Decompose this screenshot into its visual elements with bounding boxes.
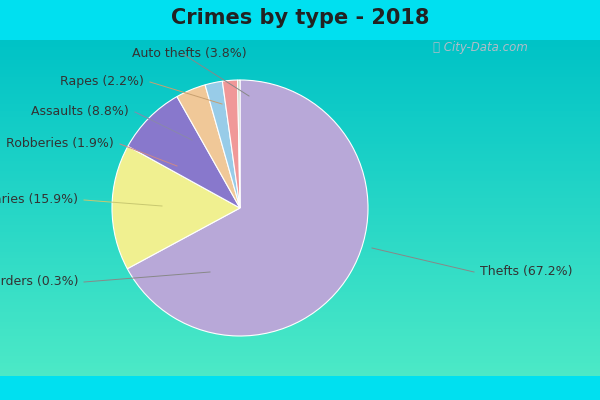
Text: Auto thefts (3.8%): Auto thefts (3.8%) <box>131 48 247 60</box>
Wedge shape <box>128 96 240 208</box>
Text: Robberies (1.9%): Robberies (1.9%) <box>6 138 114 150</box>
Text: Rapes (2.2%): Rapes (2.2%) <box>60 76 144 88</box>
Wedge shape <box>205 81 240 208</box>
Wedge shape <box>223 80 240 208</box>
Wedge shape <box>177 85 240 208</box>
Text: Murders (0.3%): Murders (0.3%) <box>0 276 78 288</box>
Text: Thefts (67.2%): Thefts (67.2%) <box>480 266 572 278</box>
Text: Crimes by type - 2018: Crimes by type - 2018 <box>171 8 429 28</box>
Wedge shape <box>112 146 240 269</box>
Text: Assaults (8.8%): Assaults (8.8%) <box>31 106 129 118</box>
Wedge shape <box>238 80 240 208</box>
Wedge shape <box>127 80 368 336</box>
Text: ⓘ City-Data.com: ⓘ City-Data.com <box>433 42 527 54</box>
Text: Burglaries (15.9%): Burglaries (15.9%) <box>0 194 78 206</box>
